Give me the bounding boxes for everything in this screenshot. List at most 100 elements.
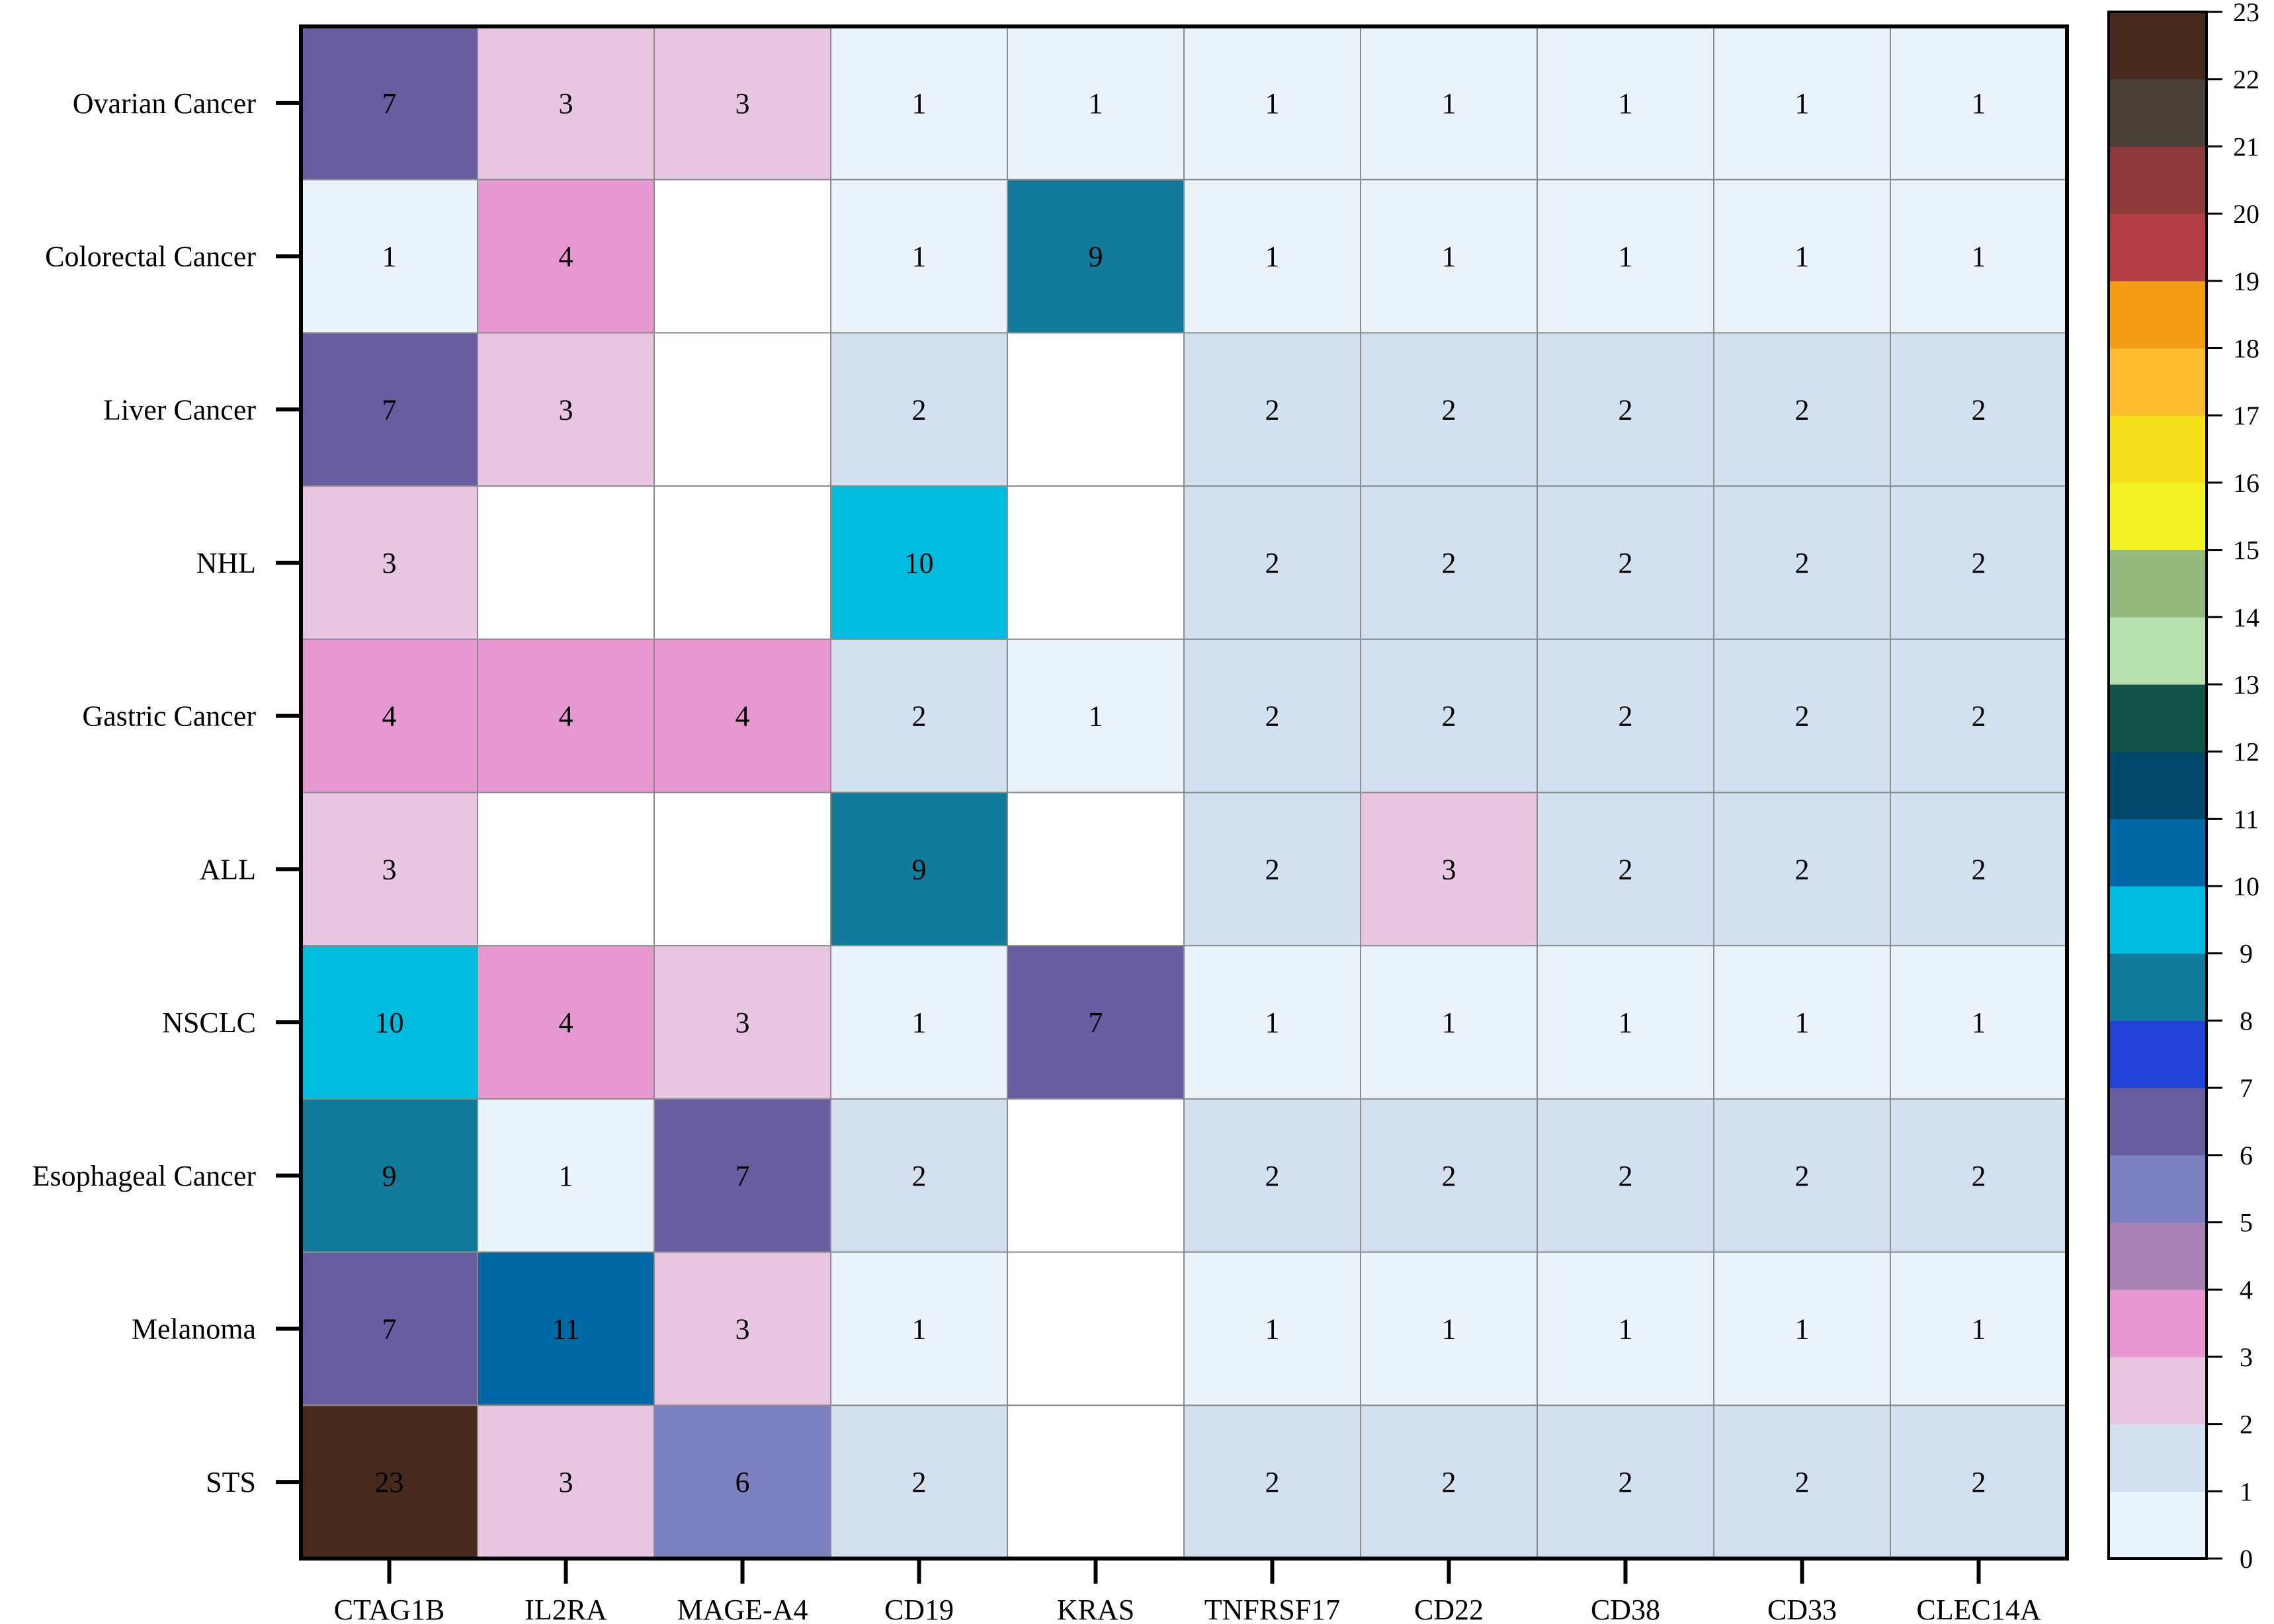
cell-value-label: 1 bbox=[1265, 241, 1280, 273]
heatmap-cell bbox=[1713, 1404, 1891, 1560]
heatmap-cell bbox=[1713, 792, 1891, 947]
colorbar-tick-label: 20 bbox=[2233, 199, 2259, 229]
cell-value-label: 2 bbox=[1619, 700, 1633, 733]
colorbar-tick-label: 3 bbox=[2240, 1342, 2253, 1372]
x-axis: CTAG1B IL2RA MAGE-A4 CD19 KRAS TNFRSF17 CD22 CD… bbox=[334, 1559, 2041, 1624]
cell-value-label: 2 bbox=[1619, 393, 1633, 426]
colorbar-swatch bbox=[2109, 79, 2207, 147]
colorbar-tick-label: 4 bbox=[2240, 1275, 2253, 1305]
colorbar-swatch bbox=[2109, 1155, 2207, 1223]
heatmap-cell bbox=[653, 792, 831, 947]
heatmap-cell bbox=[477, 1098, 655, 1253]
x-tick-label: CD38 bbox=[1591, 1594, 1660, 1624]
heatmap-cell bbox=[1713, 179, 1891, 334]
cell-value-label: 2 bbox=[1265, 700, 1280, 733]
colorbar-swatch bbox=[2109, 1356, 2207, 1425]
colorbar-swatch bbox=[2109, 1424, 2207, 1492]
cell-value-label: 1 bbox=[382, 241, 397, 273]
cell-value-label: 2 bbox=[1442, 700, 1456, 733]
heatmap-cell bbox=[1183, 945, 1361, 1100]
heatmap-cell bbox=[653, 179, 831, 334]
cell-value-label: 1 bbox=[1972, 1006, 1986, 1039]
cell-value-label: 2 bbox=[1972, 1466, 1986, 1498]
colorbar-tick-label: 19 bbox=[2233, 266, 2259, 296]
colorbar-tick-label: 21 bbox=[2233, 132, 2259, 161]
cell-value-label: 1 bbox=[1619, 1006, 1633, 1039]
colorbar-tick-label: 1 bbox=[2240, 1477, 2253, 1506]
cell-value-label: 1 bbox=[1972, 87, 1986, 120]
colorbar-swatch bbox=[2109, 819, 2207, 887]
cell-value-label: 2 bbox=[1795, 1160, 1810, 1192]
colorbar-swatch bbox=[2109, 617, 2207, 685]
heatmap-cell bbox=[1537, 1251, 1714, 1406]
cell-value-label: 4 bbox=[559, 241, 573, 273]
colorbar-swatch bbox=[2109, 953, 2207, 1021]
heatmap-cell bbox=[830, 26, 1008, 181]
colorbar-swatch bbox=[2109, 12, 2207, 80]
heatmap-cell bbox=[1713, 638, 1891, 793]
heatmap-cell bbox=[1890, 945, 2068, 1100]
cell-value-label: 3 bbox=[736, 1313, 750, 1345]
y-tick-label: ALL bbox=[199, 853, 256, 885]
cell-value-label: 1 bbox=[1089, 87, 1103, 120]
cell-value-label: 1 bbox=[1265, 1006, 1280, 1039]
cell-value-label: 1 bbox=[912, 1313, 927, 1345]
cell-value-label: 2 bbox=[912, 393, 927, 426]
cell-value-label: 3 bbox=[559, 1466, 573, 1498]
heatmap-cell bbox=[830, 1098, 1008, 1253]
cell-value-label: 9 bbox=[382, 1160, 397, 1192]
colorbar-tick-label: 7 bbox=[2240, 1073, 2253, 1103]
heatmap-cell bbox=[1360, 485, 1538, 640]
cell-value-label: 2 bbox=[1795, 547, 1810, 579]
cell-value-label: 2 bbox=[1972, 700, 1986, 733]
cell-value-label: 1 bbox=[912, 241, 927, 273]
cell-value-label: 2 bbox=[1972, 1160, 1986, 1192]
colorbar-tick-label: 16 bbox=[2233, 468, 2259, 498]
heatmap-cell bbox=[477, 945, 655, 1100]
heatmap-cell bbox=[1537, 1098, 1714, 1253]
heatmap-cell bbox=[1713, 332, 1891, 487]
heatmap-cell bbox=[1537, 945, 1714, 1100]
y-tick-label: NHL bbox=[196, 547, 256, 579]
cell-value-label: 7 bbox=[382, 1313, 397, 1345]
colorbar-swatch bbox=[2109, 751, 2207, 819]
colorbar-swatch bbox=[2109, 146, 2207, 214]
cell-value-label: 1 bbox=[1442, 1006, 1456, 1039]
cell-value-label: 2 bbox=[1442, 393, 1456, 426]
cell-value-label: 1 bbox=[1795, 1006, 1810, 1039]
cell-value-label: 2 bbox=[1442, 1466, 1456, 1498]
colorbar-swatch bbox=[2109, 348, 2207, 416]
cell-value-label: 7 bbox=[382, 87, 397, 120]
heatmap-cell bbox=[300, 1098, 478, 1253]
cell-value-label: 1 bbox=[1795, 241, 1810, 273]
cell-value-label: 2 bbox=[912, 1160, 927, 1192]
colorbar-tick-label: 9 bbox=[2240, 939, 2253, 969]
colorbar-tick-label: 2 bbox=[2240, 1410, 2253, 1440]
cell-value-label: 4 bbox=[559, 700, 573, 733]
cell-value-label: 1 bbox=[1972, 241, 1986, 273]
heatmap-cell bbox=[1360, 1251, 1538, 1406]
heatmap-cell bbox=[1537, 1404, 1714, 1560]
heatmap-cell bbox=[1360, 332, 1538, 487]
cell-value-label: 2 bbox=[1619, 1466, 1633, 1498]
cell-value-label: 2 bbox=[1795, 700, 1810, 733]
cell-value-label: 4 bbox=[736, 700, 750, 733]
colorbar-tick-label: 15 bbox=[2233, 536, 2259, 565]
heatmap-cell bbox=[477, 792, 655, 947]
x-tick-label: IL2RA bbox=[525, 1594, 607, 1624]
cell-value-label: 2 bbox=[912, 1466, 927, 1498]
heatmap-cell bbox=[653, 332, 831, 487]
heatmap-cell bbox=[1890, 485, 2068, 640]
cell-value-label: 2 bbox=[1795, 853, 1810, 885]
heatmap-cell bbox=[300, 485, 478, 640]
heatmap-cell bbox=[1007, 1098, 1185, 1253]
heatmap-cell bbox=[1537, 638, 1714, 793]
cell-value-label: 2 bbox=[1265, 393, 1280, 426]
heatmap-cell bbox=[477, 26, 655, 181]
heatmap-cell bbox=[1183, 485, 1361, 640]
colorbar-swatch bbox=[2109, 1289, 2207, 1358]
heatmap-cell bbox=[1007, 1251, 1185, 1406]
colorbar-swatch bbox=[2109, 214, 2207, 282]
heatmap-cell bbox=[1007, 485, 1185, 640]
